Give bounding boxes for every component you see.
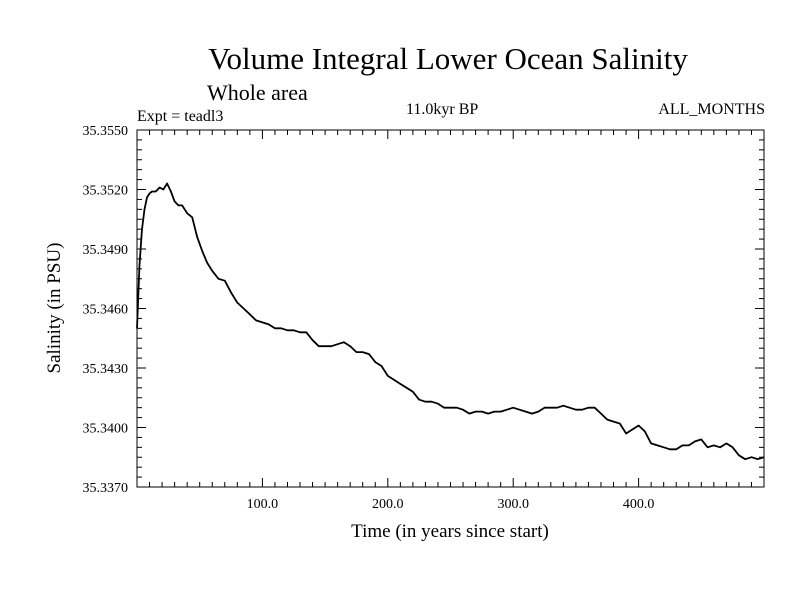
y-tick-label: 35.3550 [83,124,129,139]
y-tick-label: 35.3400 [83,422,129,437]
y-tick-label: 35.3430 [83,362,129,377]
y-axis-label: Salinity (in PSU) [44,243,65,374]
axis-ticks [137,130,764,487]
chart-title: Volume Integral Lower Ocean Salinity [208,41,688,76]
x-axis-label: Time (in years since start) [351,521,549,542]
months-label: ALL_MONTHS [658,101,765,118]
x-tick-labels: 100.0 200.0 300.0 400.0 [247,497,655,512]
x-tick-label: 300.0 [497,497,529,512]
y-tick-label: 35.3370 [83,481,129,496]
x-tick-label: 100.0 [247,497,279,512]
period-label: 11.0kyr BP [406,101,478,118]
salinity-series-line [136,182,765,461]
y-tick-labels: 35.3370 35.3400 35.3430 35.3460 35.3490 35.35… [83,124,129,496]
x-tick-label: 200.0 [372,497,404,512]
chart-subtitle: Whole area [207,80,308,105]
experiment-label: Expt = teadl3 [137,108,223,125]
y-tick-label: 35.3460 [83,303,129,318]
y-tick-label: 35.3520 [83,184,129,199]
plot-frame [136,129,765,488]
y-tick-label: 35.3490 [83,243,129,258]
x-tick-label: 400.0 [623,497,655,512]
